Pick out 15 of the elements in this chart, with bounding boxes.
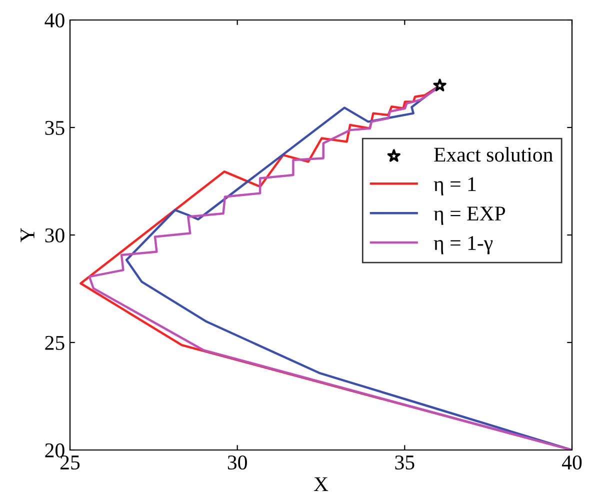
- legend-label: η = 1: [434, 177, 476, 196]
- y-tick-label: 40: [44, 13, 64, 28]
- y-tick-label: 30: [45, 228, 64, 242]
- x-tick-label: 40: [562, 455, 582, 470]
- y-axis-title: Y: [20, 228, 34, 242]
- y-tick-label: 35: [45, 120, 64, 135]
- x-tick-label: 25: [60, 456, 80, 470]
- legend-label: η = 1-γ: [434, 236, 493, 254]
- x-tick-label: 30: [228, 455, 247, 470]
- x-axis-title: X: [314, 477, 328, 491]
- x-tick-label: 35: [395, 456, 414, 470]
- y-tick-label: 20: [45, 443, 64, 458]
- legend-label: η = EXP: [434, 206, 506, 225]
- legend-label: Exact solution: [434, 147, 553, 162]
- y-tick-label: 25: [45, 336, 64, 350]
